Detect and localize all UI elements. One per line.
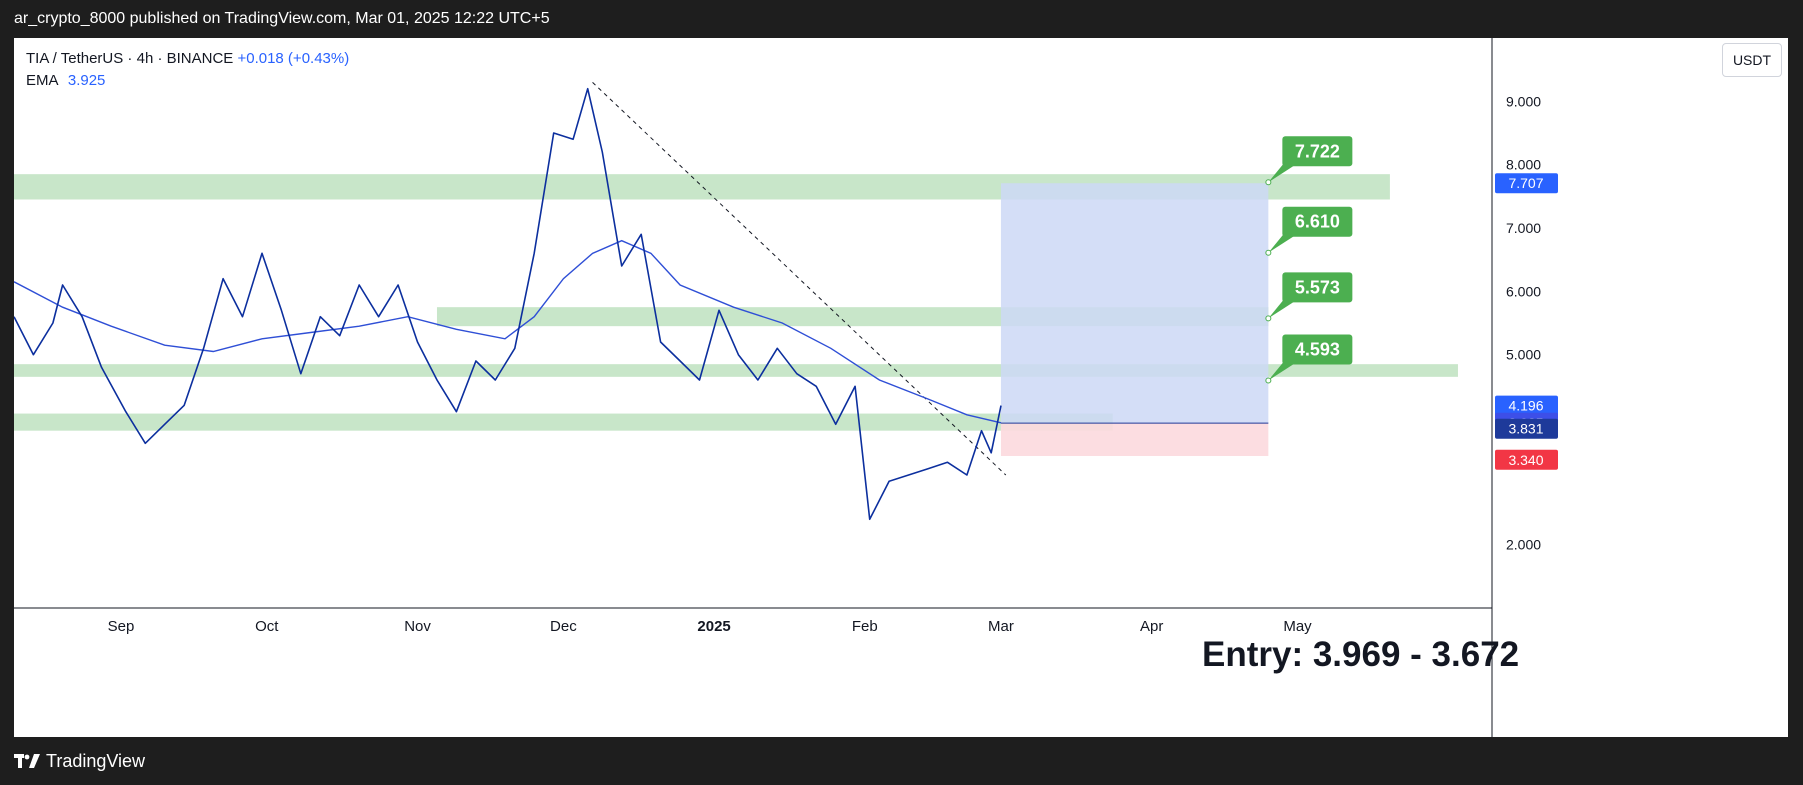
target-label-text: 5.573 — [1295, 277, 1340, 297]
chart-frame[interactable]: 7.722 6.610 5.573 4.593 9.000 8.000 7.000 6.000… — [14, 38, 1788, 737]
y-tick-label: 9.000 — [1506, 93, 1541, 109]
symbol-label: TIA / TetherUS · 4h · BINANCE — [26, 50, 234, 67]
target-point — [1265, 249, 1272, 256]
y-tick-label: 8.000 — [1506, 157, 1541, 173]
y-tick-label: 5.000 — [1506, 347, 1541, 363]
downtrend-line — [592, 81, 1007, 476]
y-tick-label: 2.000 — [1506, 537, 1541, 553]
target-box — [1000, 183, 1269, 424]
axis-price-label: 4.196 — [1508, 398, 1543, 414]
price-series-line — [14, 87, 1002, 521]
target-label-box — [1282, 272, 1353, 303]
x-tick-label: Nov — [404, 618, 431, 635]
axis-price-label-bg — [1495, 173, 1558, 194]
target-label-box — [1282, 334, 1353, 365]
ema-series-line — [14, 239, 1002, 424]
stop-box — [1000, 423, 1269, 456]
symbol-line[interactable]: TIA / TetherUS · 4h · BINANCE +0.018 (+0… — [26, 48, 349, 70]
target-point — [1265, 179, 1272, 186]
ema-line-legend[interactable]: EMA 3.925 — [26, 70, 349, 92]
x-tick-label: May — [1283, 618, 1312, 635]
x-tick-label: 2025 — [697, 618, 730, 635]
target-label-text: 6.610 — [1295, 212, 1340, 232]
y-tick-label: 7.000 — [1506, 220, 1541, 236]
target-label-text: 4.593 — [1295, 339, 1340, 359]
axis-price-label: 7.707 — [1508, 175, 1543, 191]
x-tick-label: Apr — [1140, 618, 1163, 635]
chart-legend: TIA / TetherUS · 4h · BINANCE +0.018 (+0… — [26, 48, 349, 92]
x-tick-label: Feb — [852, 618, 878, 635]
y-tick-label: 6.000 — [1506, 283, 1541, 299]
x-tick-label: Oct — [255, 618, 279, 635]
tradingview-logo-icon — [14, 753, 40, 769]
target-point — [1265, 377, 1272, 384]
axis-price-label-bg — [1495, 418, 1558, 439]
x-tick-label: Dec — [550, 618, 577, 635]
publish-line: ar_crypto_8000 published on TradingView.… — [14, 10, 550, 27]
target-label-box — [1282, 206, 1353, 237]
x-tick-label: Mar — [988, 618, 1014, 635]
target-point — [1265, 315, 1272, 322]
entry-annotation: Entry: 3.969 - 3.672 — [1202, 635, 1520, 674]
footer-brand: TradingView — [46, 750, 146, 771]
footer-bar: TradingView — [0, 737, 1803, 785]
axis-price-label-bg — [1495, 449, 1558, 470]
axis-price-label: 3.831 — [1508, 421, 1543, 437]
ema-label: EMA — [26, 72, 58, 89]
publish-header: ar_crypto_8000 published on TradingView.… — [0, 0, 1803, 38]
target-label-box — [1282, 136, 1353, 167]
axis-price-label: 3.340 — [1508, 452, 1543, 468]
price-change: +0.018 (+0.43%) — [237, 50, 350, 67]
ema-value: 3.925 — [67, 72, 106, 89]
currency-unit-button[interactable]: USDT — [1722, 43, 1782, 77]
support-zone — [14, 413, 1113, 431]
target-label-text: 7.722 — [1295, 141, 1340, 161]
x-tick-label: Sep — [108, 618, 135, 635]
price-chart[interactable]: 7.722 6.610 5.573 4.593 9.000 8.000 7.000 6.000… — [14, 38, 1788, 737]
